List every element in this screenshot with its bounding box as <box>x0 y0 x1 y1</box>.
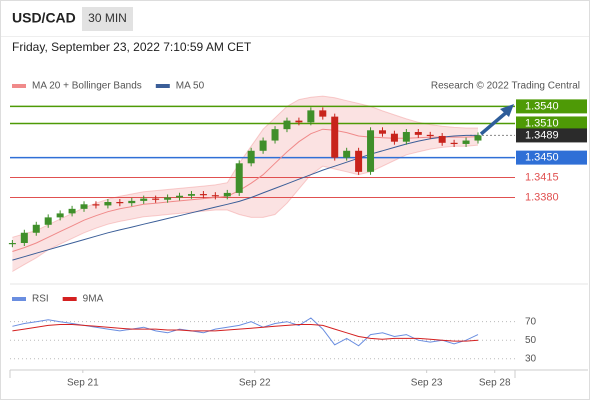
candle <box>32 224 40 233</box>
candle <box>450 142 458 145</box>
arrow-head <box>500 104 514 117</box>
y-tick-label: 70 <box>525 316 537 327</box>
level-label: 1.3540 <box>525 100 559 112</box>
legend-swatch <box>12 84 26 88</box>
candle <box>164 197 172 200</box>
band-upper <box>12 95 478 238</box>
symbol: USD/CAD <box>12 10 76 26</box>
candle <box>474 135 482 141</box>
candle <box>8 243 16 245</box>
legend-label: 9MA <box>83 294 104 305</box>
x-tick-label: Sep 22 <box>239 378 271 389</box>
level-box <box>516 99 587 114</box>
candle <box>367 130 375 172</box>
legend-swatch <box>12 297 26 301</box>
candle <box>235 163 243 193</box>
candle <box>438 135 446 143</box>
candle <box>414 132 422 135</box>
candle <box>104 202 112 206</box>
level-label: 1.3380 <box>525 191 559 203</box>
level-label: 1.3450 <box>525 152 559 164</box>
candle <box>140 198 148 201</box>
rsi-line <box>12 324 479 342</box>
candle <box>355 150 363 172</box>
x-tick-label: Sep 21 <box>67 378 99 389</box>
candle <box>247 150 255 164</box>
interval: 30 MIN <box>88 11 127 25</box>
interval-box <box>82 7 133 31</box>
arrow-shaft <box>479 109 510 136</box>
candle <box>20 232 28 243</box>
candle <box>56 213 64 218</box>
candle <box>307 110 315 123</box>
level-box <box>516 116 587 131</box>
legend-swatch <box>155 84 170 88</box>
candle <box>271 129 279 141</box>
level-label: 1.3489 <box>525 129 559 141</box>
candle <box>152 198 160 200</box>
legend-label: RSI <box>32 294 49 305</box>
level-label: 1.3415 <box>525 171 559 183</box>
candle <box>462 140 470 144</box>
candle <box>343 150 351 158</box>
level-label: 1.3510 <box>525 117 559 129</box>
legend-label: MA 50 <box>176 81 205 92</box>
candle <box>116 202 124 204</box>
bollinger-band <box>12 96 479 272</box>
ma-line <box>12 128 479 252</box>
timestamp: Friday, September 23, 2022 7:10:59 AM CE… <box>12 40 252 54</box>
candle <box>259 140 267 151</box>
candle <box>211 195 219 197</box>
x-tick-label: Sep 28 <box>479 378 511 389</box>
candle <box>378 130 386 134</box>
candle <box>331 116 339 158</box>
candle <box>128 200 136 204</box>
candle <box>44 217 52 225</box>
candle <box>402 132 410 142</box>
divider <box>1 36 589 37</box>
candle <box>92 204 100 206</box>
candle <box>223 192 231 197</box>
ma-line <box>12 134 478 261</box>
candle <box>295 120 303 123</box>
candle <box>283 120 291 130</box>
plot: MA 20 + Bollinger Bands MA 50 1.3540 1.3510… <box>8 81 587 389</box>
legend-swatch <box>62 297 77 301</box>
credit: Research © 2022 Trading Central <box>431 81 580 92</box>
y-tick-label: 50 <box>525 335 537 346</box>
candle <box>68 208 76 214</box>
y-tick-label: 30 <box>525 353 537 364</box>
candle <box>176 195 184 198</box>
candle <box>390 133 398 142</box>
level-box <box>516 128 587 143</box>
x-tick-label: Sep 23 <box>411 378 443 389</box>
level-box <box>516 150 587 165</box>
candle <box>319 110 327 117</box>
candle <box>187 194 195 196</box>
candle <box>426 134 434 137</box>
candle <box>199 194 207 196</box>
legend-label: MA 20 + Bollinger Bands <box>32 81 142 92</box>
candle <box>80 204 88 209</box>
